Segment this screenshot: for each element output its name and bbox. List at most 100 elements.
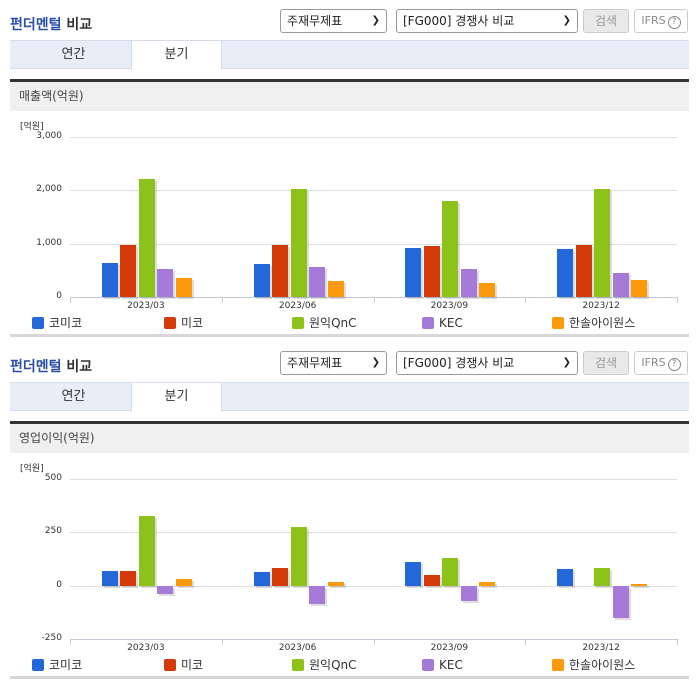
bar[interactable]: [442, 201, 459, 297]
bar[interactable]: [290, 526, 307, 586]
metric-title: 영업이익(억원): [10, 421, 689, 453]
bar[interactable]: [442, 557, 459, 586]
bar[interactable]: [405, 561, 422, 586]
bar[interactable]: [612, 273, 629, 297]
tab-annual[interactable]: 연간: [61, 47, 86, 62]
legend-item[interactable]: 코미코: [32, 316, 82, 332]
search-button[interactable]: 검색: [583, 9, 629, 33]
x-tick-mark: [373, 297, 375, 303]
bar[interactable]: [138, 179, 155, 297]
tab-quarterly[interactable]: 분기: [131, 383, 222, 412]
bar[interactable]: [423, 246, 440, 297]
gridline: [70, 137, 677, 138]
group-select[interactable]: [FG000] 경쟁사 비교 ❯: [396, 351, 578, 375]
bar[interactable]: [479, 582, 496, 586]
y-tick-label: 500: [44, 473, 62, 483]
bar[interactable]: [175, 278, 192, 297]
legend-item[interactable]: 원익QnC: [292, 658, 357, 674]
bar[interactable]: [460, 269, 477, 297]
gridline: [70, 479, 677, 480]
bar[interactable]: [575, 245, 592, 297]
bar[interactable]: [290, 189, 307, 297]
bar[interactable]: [479, 282, 496, 297]
bar[interactable]: [460, 585, 477, 601]
legend-item[interactable]: 원익QnC: [292, 316, 357, 332]
bar[interactable]: [272, 567, 289, 586]
legend-label: 원익QnC: [309, 316, 357, 330]
x-tick-label: 2023/12: [582, 643, 620, 653]
legend-label: 한솔아이원스: [569, 316, 636, 330]
x-tick-mark: [373, 639, 375, 645]
legend-swatch-icon: [292, 317, 304, 329]
bar[interactable]: [120, 245, 137, 297]
bar[interactable]: [138, 515, 155, 586]
bar[interactable]: [253, 263, 270, 297]
legend-swatch-icon: [164, 659, 176, 671]
legend-swatch-icon: [32, 659, 44, 671]
period-tabs: 연간 분기: [10, 40, 689, 70]
title-rest: 비교: [66, 359, 93, 375]
legend-item[interactable]: 한솔아이원스: [552, 316, 635, 332]
legend-item[interactable]: KEC: [422, 658, 463, 674]
legend-item[interactable]: 한솔아이원스: [552, 658, 635, 674]
bar[interactable]: [309, 267, 326, 297]
x-tick-label: 2023/12: [582, 301, 620, 311]
statement-select[interactable]: 주재무제표 ❯: [280, 9, 387, 33]
title-rest: 비교: [66, 17, 93, 33]
x-tick-mark: [525, 297, 527, 303]
bar[interactable]: [557, 249, 574, 297]
x-tick-label: 2023/09: [430, 301, 469, 311]
y-tick-label: 2,000: [36, 184, 62, 195]
bar[interactable]: [101, 570, 118, 586]
statement-select[interactable]: 주재무제표 ❯: [280, 351, 387, 375]
y-tick-label: -250: [41, 633, 62, 643]
legend-item[interactable]: 미코: [164, 658, 203, 674]
title-highlight: 펀더멘털: [10, 17, 62, 33]
bar[interactable]: [423, 574, 440, 586]
bar[interactable]: [253, 571, 270, 586]
legend-label: 한솔아이원스: [569, 658, 636, 672]
bar[interactable]: [272, 245, 289, 297]
bar[interactable]: [594, 567, 611, 586]
gridline: [70, 585, 677, 587]
bar[interactable]: [557, 568, 574, 586]
bar[interactable]: [157, 269, 174, 297]
bar[interactable]: [327, 581, 344, 586]
legend-swatch-icon: [292, 659, 304, 671]
bar-chart: [억원] -250 0 250 500 2023/03 2023/06 2023/09 202…: [10, 453, 689, 679]
x-tick-mark: [677, 297, 678, 303]
tab-quarterly[interactable]: 분기: [131, 41, 222, 70]
bar[interactable]: [120, 570, 137, 586]
section-title: 펀더멘털 비교: [10, 356, 92, 376]
bar[interactable]: [405, 247, 422, 297]
legend-item[interactable]: 미코: [164, 316, 203, 332]
bar[interactable]: [157, 585, 174, 594]
legend-label: 미코: [181, 658, 204, 672]
chevron-down-icon: ❯: [371, 15, 380, 26]
x-tick-mark: [221, 639, 223, 645]
legend-item[interactable]: KEC: [422, 316, 463, 332]
ifrs-help-button[interactable]: IFRS?: [634, 351, 688, 375]
bar[interactable]: [594, 189, 611, 297]
group-select[interactable]: [FG000] 경쟁사 비교 ❯: [396, 9, 578, 33]
statement-select-value: 주재무제표: [287, 356, 343, 370]
y-tick-label: 250: [44, 526, 62, 537]
bar[interactable]: [327, 281, 344, 297]
group-select-value: [FG000] 경쟁사 비교: [403, 14, 515, 28]
ifrs-label: IFRS: [641, 356, 666, 369]
bar-chart: [억원] 0 1,000 2,000 3,000 2023/03 2023/06 2023/…: [10, 111, 689, 337]
bar[interactable]: [101, 262, 118, 297]
tab-annual[interactable]: 연간: [61, 389, 86, 404]
bar[interactable]: [631, 279, 648, 297]
chevron-down-icon: ❯: [562, 15, 571, 26]
search-button[interactable]: 검색: [583, 351, 629, 375]
x-tick-mark: [221, 297, 223, 303]
gridline: [70, 190, 677, 192]
ifrs-help-button[interactable]: IFRS?: [634, 9, 688, 33]
bar[interactable]: [612, 585, 629, 618]
bar[interactable]: [175, 578, 192, 586]
gridline: [70, 532, 677, 534]
legend-item[interactable]: 코미코: [32, 658, 82, 674]
bar[interactable]: [309, 585, 326, 604]
bar[interactable]: [631, 583, 648, 586]
